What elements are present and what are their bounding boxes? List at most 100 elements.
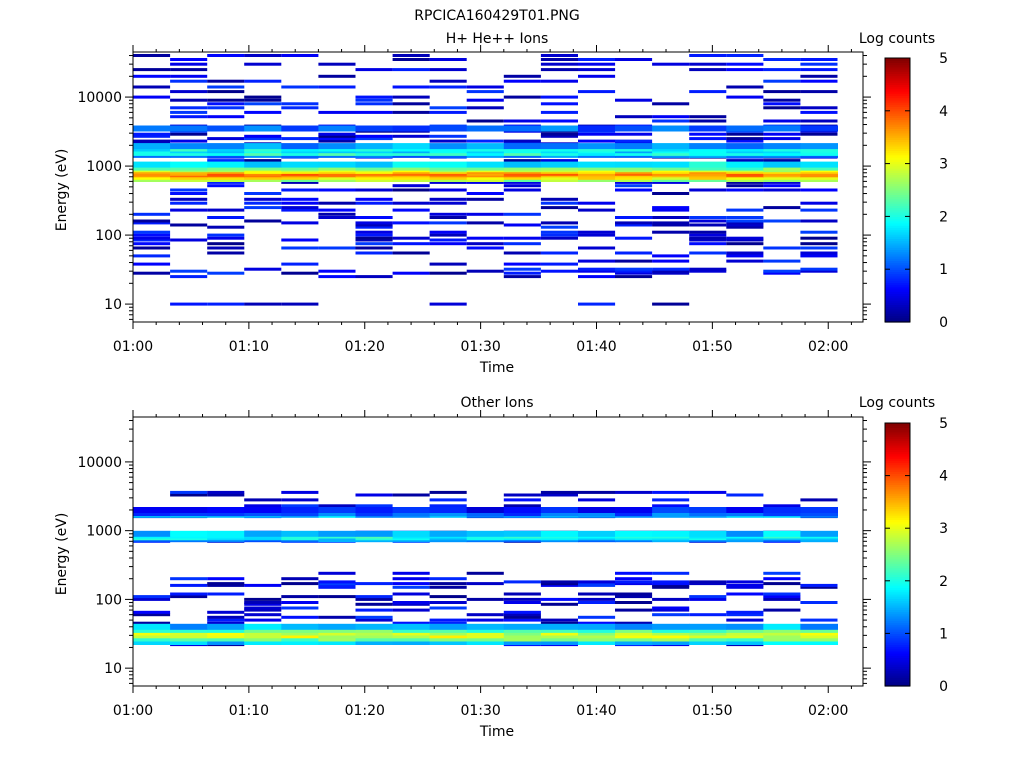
heatmap-band-cell — [244, 623, 282, 630]
heatmap-cell — [578, 259, 616, 263]
heatmap-band-cell — [207, 623, 245, 630]
heatmap-band-cell — [726, 530, 764, 537]
colorbar-segment — [885, 269, 910, 272]
heatmap-cell — [355, 582, 393, 586]
colorbar-segment — [885, 517, 910, 521]
heatmap-band-cell — [763, 161, 801, 168]
x-tick-label: 01:30 — [460, 703, 500, 719]
colorbar-segment — [885, 479, 910, 483]
heatmap-cell — [429, 110, 467, 114]
colorbar-segment — [885, 260, 910, 264]
colorbar-segment — [885, 161, 910, 165]
heatmap-cell — [726, 68, 764, 72]
colorbar-segment — [885, 209, 910, 213]
heatmap-cell — [318, 110, 356, 114]
heatmap-cell — [429, 577, 467, 581]
heatmap-cell — [207, 246, 245, 250]
heatmap-cell — [429, 212, 467, 216]
colorbar-segment — [885, 143, 910, 147]
heatmap-cell — [133, 221, 171, 225]
heatmap-band-cell — [763, 530, 801, 537]
heatmap-cell — [763, 184, 801, 188]
colorbar-segment — [885, 567, 910, 571]
heatmap-cell — [133, 271, 171, 275]
heatmap-cell — [466, 269, 504, 273]
colorbar-segment — [885, 117, 910, 121]
colorbar-segment — [885, 593, 910, 597]
colorbar-segment — [885, 286, 910, 290]
heatmap-cell — [615, 223, 653, 227]
heatmap-cell — [170, 188, 208, 192]
heatmap-band-cell — [318, 161, 356, 168]
heatmap-cell — [652, 230, 690, 234]
colorbar-tick-label: 5 — [939, 51, 948, 67]
heatmap-cell — [726, 583, 764, 587]
heatmap-cell — [355, 246, 393, 250]
heatmap-cell — [318, 595, 356, 599]
colorbar-segment — [885, 278, 910, 281]
heatmap-cell — [689, 230, 727, 234]
heatmap-band-cell — [355, 635, 394, 642]
heatmap-cell — [615, 608, 653, 612]
heatmap-cell — [578, 139, 616, 143]
heatmap-band-cell — [652, 125, 690, 132]
heatmap-cell — [244, 201, 282, 205]
colorbar-segment — [885, 642, 910, 645]
heatmap-cell — [466, 197, 504, 201]
colorbar-segment — [885, 526, 910, 529]
heatmap-cell — [578, 230, 616, 234]
heatmap-band-cell — [170, 161, 208, 168]
heatmap-cell — [207, 621, 245, 625]
heatmap-cell — [615, 580, 653, 584]
colorbar-segment — [885, 135, 910, 138]
heatmap-cell — [170, 592, 208, 596]
heatmap-band-cell — [689, 161, 727, 168]
heatmap-cell — [800, 618, 838, 622]
colorbar-tick-label: 2 — [939, 209, 948, 225]
heatmap-cell — [503, 139, 541, 143]
colorbar-tick-label: 3 — [939, 157, 948, 173]
heatmap-cell — [503, 597, 541, 601]
colorbar-segment — [885, 504, 910, 507]
y-tick-label: 1000 — [86, 524, 122, 540]
heatmap-band-cell — [763, 623, 801, 630]
colorbar-segment — [885, 236, 910, 239]
heatmap-cell — [578, 269, 616, 273]
heatmap-cell — [652, 597, 690, 601]
heatmap-cell — [652, 504, 690, 508]
heatmap-cell — [763, 98, 801, 102]
heatmap-band-cell — [392, 507, 431, 513]
colorbar-segment — [885, 626, 910, 630]
heatmap-cell — [429, 221, 467, 225]
heatmap-cell — [800, 219, 838, 223]
heatmap-band-cell — [318, 510, 356, 517]
colorbar-segment — [885, 486, 910, 490]
heatmap-cell — [318, 132, 356, 136]
heatmap-cell — [578, 246, 616, 250]
heatmap-cell — [281, 595, 319, 599]
heatmap-band-cell — [318, 125, 356, 132]
colorbar-segment — [885, 543, 910, 547]
heatmap-cell — [244, 267, 282, 271]
colorbar-segment — [885, 550, 910, 553]
heatmap-cell — [429, 618, 467, 622]
heatmap-cell — [392, 602, 430, 606]
colorbar-segment — [885, 455, 910, 459]
heatmap-cell — [578, 58, 616, 61]
heatmap-cell — [615, 571, 653, 575]
heatmap-cell — [392, 221, 430, 225]
heatmap-cell — [170, 197, 208, 201]
colorbar-segment — [885, 653, 910, 656]
heatmap-cell — [318, 139, 356, 143]
heatmap-band-cell — [689, 507, 727, 513]
colorbar-segment — [885, 554, 910, 558]
heatmap-band-cell — [244, 125, 282, 132]
heatmap-cell — [244, 498, 282, 502]
colorbar-segment — [885, 295, 910, 299]
heatmap-cell — [726, 613, 764, 617]
heatmap-cell — [800, 110, 838, 114]
heatmap-cell — [503, 236, 541, 240]
heatmap-cell — [318, 275, 356, 279]
heatmap-cell — [800, 68, 838, 72]
